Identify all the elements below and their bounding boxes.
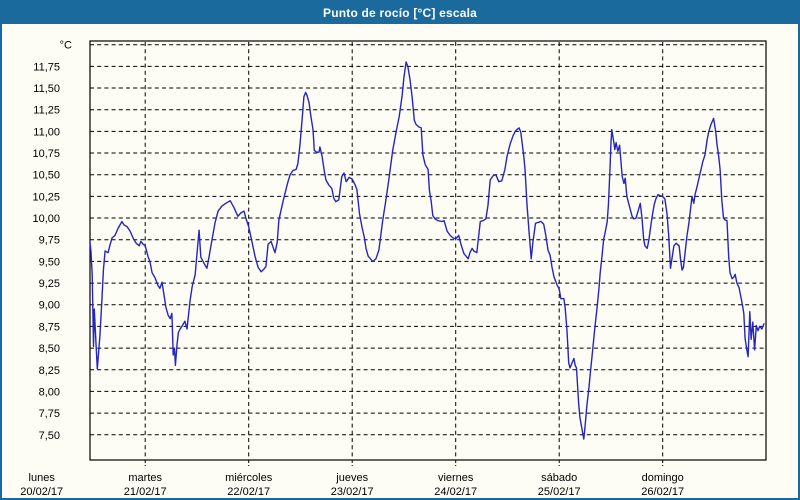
y-tick-label: 8,50 — [39, 343, 60, 355]
day-date-label: 25/02/17 — [538, 486, 581, 498]
day-name-label: jueves — [335, 472, 368, 484]
day-date-label: 24/02/17 — [434, 486, 477, 498]
dew-point-line — [89, 61, 765, 440]
title-bar: Punto de rocío [°C] escala — [2, 2, 798, 24]
day-date-label: 26/02/17 — [641, 486, 684, 498]
x-day-labels: lunes 20/02/17 martes 21/02/17 miércoles 22/0… — [20, 472, 684, 498]
day-name-label: sábado — [541, 472, 577, 484]
y-tick-label: 11,00 — [33, 126, 60, 138]
y-tick-label: 9,00 — [39, 300, 60, 312]
y-tick-label: 10,50 — [32, 170, 60, 182]
v-gridlines — [144, 42, 664, 466]
y-tick-label: 7,75 — [39, 408, 60, 420]
day-date-label: 21/02/17 — [124, 486, 167, 498]
y-tick-label: 9,75 — [39, 235, 60, 247]
day-name-label: lunes — [29, 472, 56, 484]
y-tick-label: 10,25 — [32, 191, 60, 203]
y-tick-labels: 11,75 11,50 11,25 11,00 10,75 10,50 10,25 10,00… — [32, 61, 60, 441]
day-name-label: miércoles — [225, 472, 273, 484]
day-name-label: domingo — [642, 472, 684, 484]
y-tick-label: 11,50 — [33, 83, 60, 95]
y-axis-unit-label: °C — [60, 40, 72, 52]
y-tick-label: 11,25 — [33, 105, 60, 117]
y-tick-label: 10,00 — [32, 213, 60, 225]
y-tick-label: 9,50 — [39, 256, 60, 268]
day-date-label: 20/02/17 — [20, 486, 63, 498]
h-gridlines — [90, 44, 766, 436]
y-tick-label: 8,25 — [39, 365, 60, 377]
window-title: Punto de rocío [°C] escala — [322, 6, 478, 20]
day-date-label: 23/02/17 — [331, 486, 374, 498]
plot-border — [89, 40, 767, 461]
day-name-label: martes — [128, 472, 162, 484]
day-name-label: viernes — [438, 472, 474, 484]
y-tick-label: 7,50 — [39, 430, 60, 442]
y-tick-label: 8,00 — [39, 386, 60, 398]
y-tick-label: 11,75 — [33, 61, 60, 73]
y-tick-label: 9,25 — [39, 278, 60, 290]
y-tick-label: 10,75 — [32, 148, 60, 160]
day-date-label: 22/02/17 — [227, 486, 270, 498]
y-tick-label: 8,75 — [39, 321, 60, 333]
